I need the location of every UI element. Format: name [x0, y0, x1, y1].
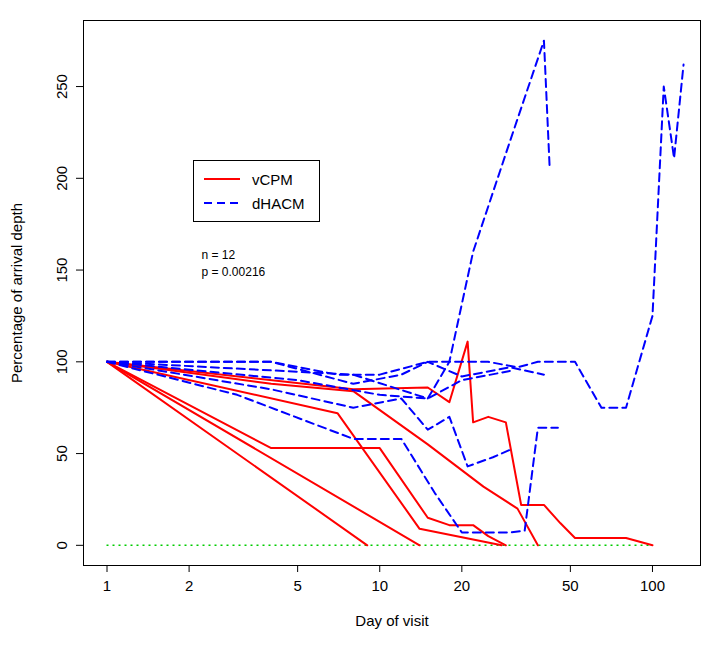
svg-text:Day of visit: Day of visit: [355, 612, 429, 629]
svg-text:Percentage of arrival depth: Percentage of arrival depth: [8, 203, 25, 383]
svg-text:n = 12: n = 12: [202, 248, 236, 262]
svg-text:100: 100: [640, 577, 665, 594]
svg-text:100: 100: [53, 349, 70, 374]
svg-text:250: 250: [53, 74, 70, 99]
svg-text:p = 0.00216: p = 0.00216: [202, 265, 266, 279]
html-text:dHACM: dHACM: [252, 194, 305, 212]
svg-text:2: 2: [185, 577, 193, 594]
svg-text:50: 50: [53, 445, 70, 462]
svg-text:20: 20: [453, 577, 470, 594]
svg-text:5: 5: [293, 577, 301, 594]
svg-text:1: 1: [103, 577, 111, 594]
svg-text:200: 200: [53, 166, 70, 191]
svg-text:0: 0: [53, 541, 70, 549]
svg-text:150: 150: [53, 258, 70, 283]
svg-text:10: 10: [371, 577, 388, 594]
html-text:vCPM: vCPM: [252, 170, 293, 188]
svg-text:50: 50: [562, 577, 579, 594]
